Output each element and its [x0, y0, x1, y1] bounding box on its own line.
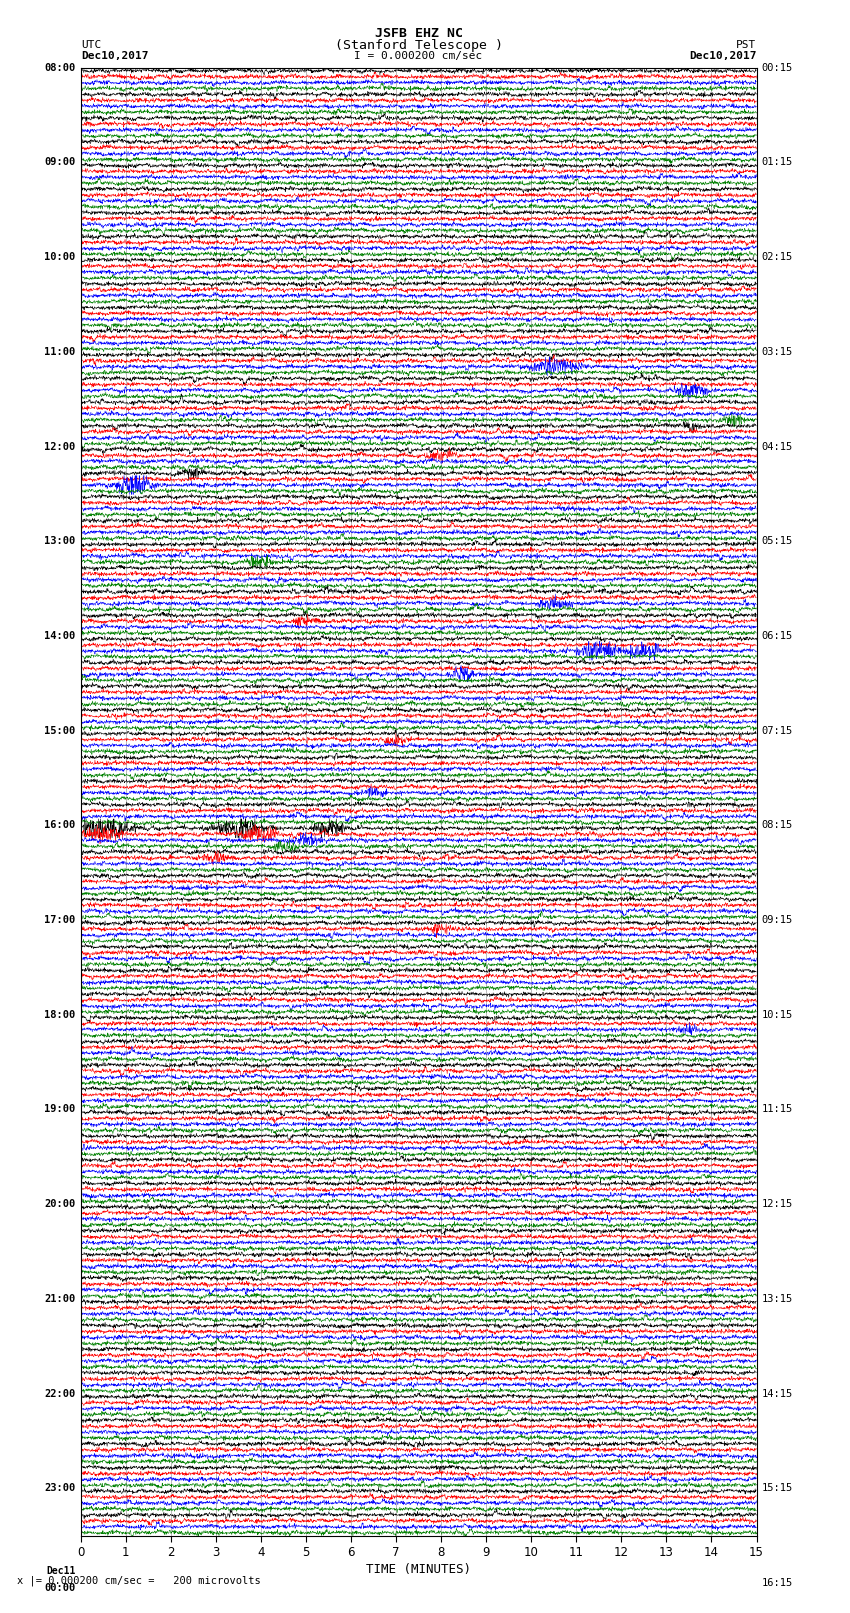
Text: 15:00: 15:00 — [44, 726, 76, 736]
Text: Dec11: Dec11 — [46, 1566, 76, 1576]
Text: 05:15: 05:15 — [762, 536, 793, 547]
Text: 18:00: 18:00 — [44, 1010, 76, 1019]
Text: 03:15: 03:15 — [762, 347, 793, 356]
Text: 19:00: 19:00 — [44, 1105, 76, 1115]
Text: 16:15: 16:15 — [762, 1578, 793, 1587]
Text: 07:15: 07:15 — [762, 726, 793, 736]
Text: Dec10,2017: Dec10,2017 — [689, 50, 756, 61]
Text: 16:00: 16:00 — [44, 821, 76, 831]
Text: UTC: UTC — [81, 40, 101, 50]
Text: 22:00: 22:00 — [44, 1389, 76, 1398]
Text: 09:00: 09:00 — [44, 158, 76, 168]
Text: 12:15: 12:15 — [762, 1198, 793, 1210]
Text: 08:00: 08:00 — [44, 63, 76, 73]
Text: 06:15: 06:15 — [762, 631, 793, 640]
Text: 11:15: 11:15 — [762, 1105, 793, 1115]
Text: 09:15: 09:15 — [762, 915, 793, 924]
Text: 10:15: 10:15 — [762, 1010, 793, 1019]
Text: 11:00: 11:00 — [44, 347, 76, 356]
Text: 00:15: 00:15 — [762, 63, 793, 73]
Text: 10:00: 10:00 — [44, 252, 76, 263]
Text: 13:15: 13:15 — [762, 1294, 793, 1303]
Text: x |= 0.000200 cm/sec =   200 microvolts: x |= 0.000200 cm/sec = 200 microvolts — [17, 1576, 261, 1586]
Text: JSFB EHZ NC: JSFB EHZ NC — [375, 27, 462, 40]
Text: 08:15: 08:15 — [762, 821, 793, 831]
Text: 23:00: 23:00 — [44, 1484, 76, 1494]
Text: (Stanford Telescope ): (Stanford Telescope ) — [335, 39, 502, 52]
Text: 13:00: 13:00 — [44, 536, 76, 547]
Text: 00:00: 00:00 — [44, 1582, 76, 1594]
Text: 04:15: 04:15 — [762, 442, 793, 452]
Text: 17:00: 17:00 — [44, 915, 76, 924]
X-axis label: TIME (MINUTES): TIME (MINUTES) — [366, 1563, 471, 1576]
Text: 14:15: 14:15 — [762, 1389, 793, 1398]
Text: Dec10,2017: Dec10,2017 — [81, 50, 148, 61]
Text: 02:15: 02:15 — [762, 252, 793, 263]
Text: 20:00: 20:00 — [44, 1198, 76, 1210]
Text: 21:00: 21:00 — [44, 1294, 76, 1303]
Text: 01:15: 01:15 — [762, 158, 793, 168]
Text: 12:00: 12:00 — [44, 442, 76, 452]
Text: PST: PST — [736, 40, 756, 50]
Text: 14:00: 14:00 — [44, 631, 76, 640]
Text: I = 0.000200 cm/sec: I = 0.000200 cm/sec — [354, 50, 483, 61]
Text: 15:15: 15:15 — [762, 1484, 793, 1494]
